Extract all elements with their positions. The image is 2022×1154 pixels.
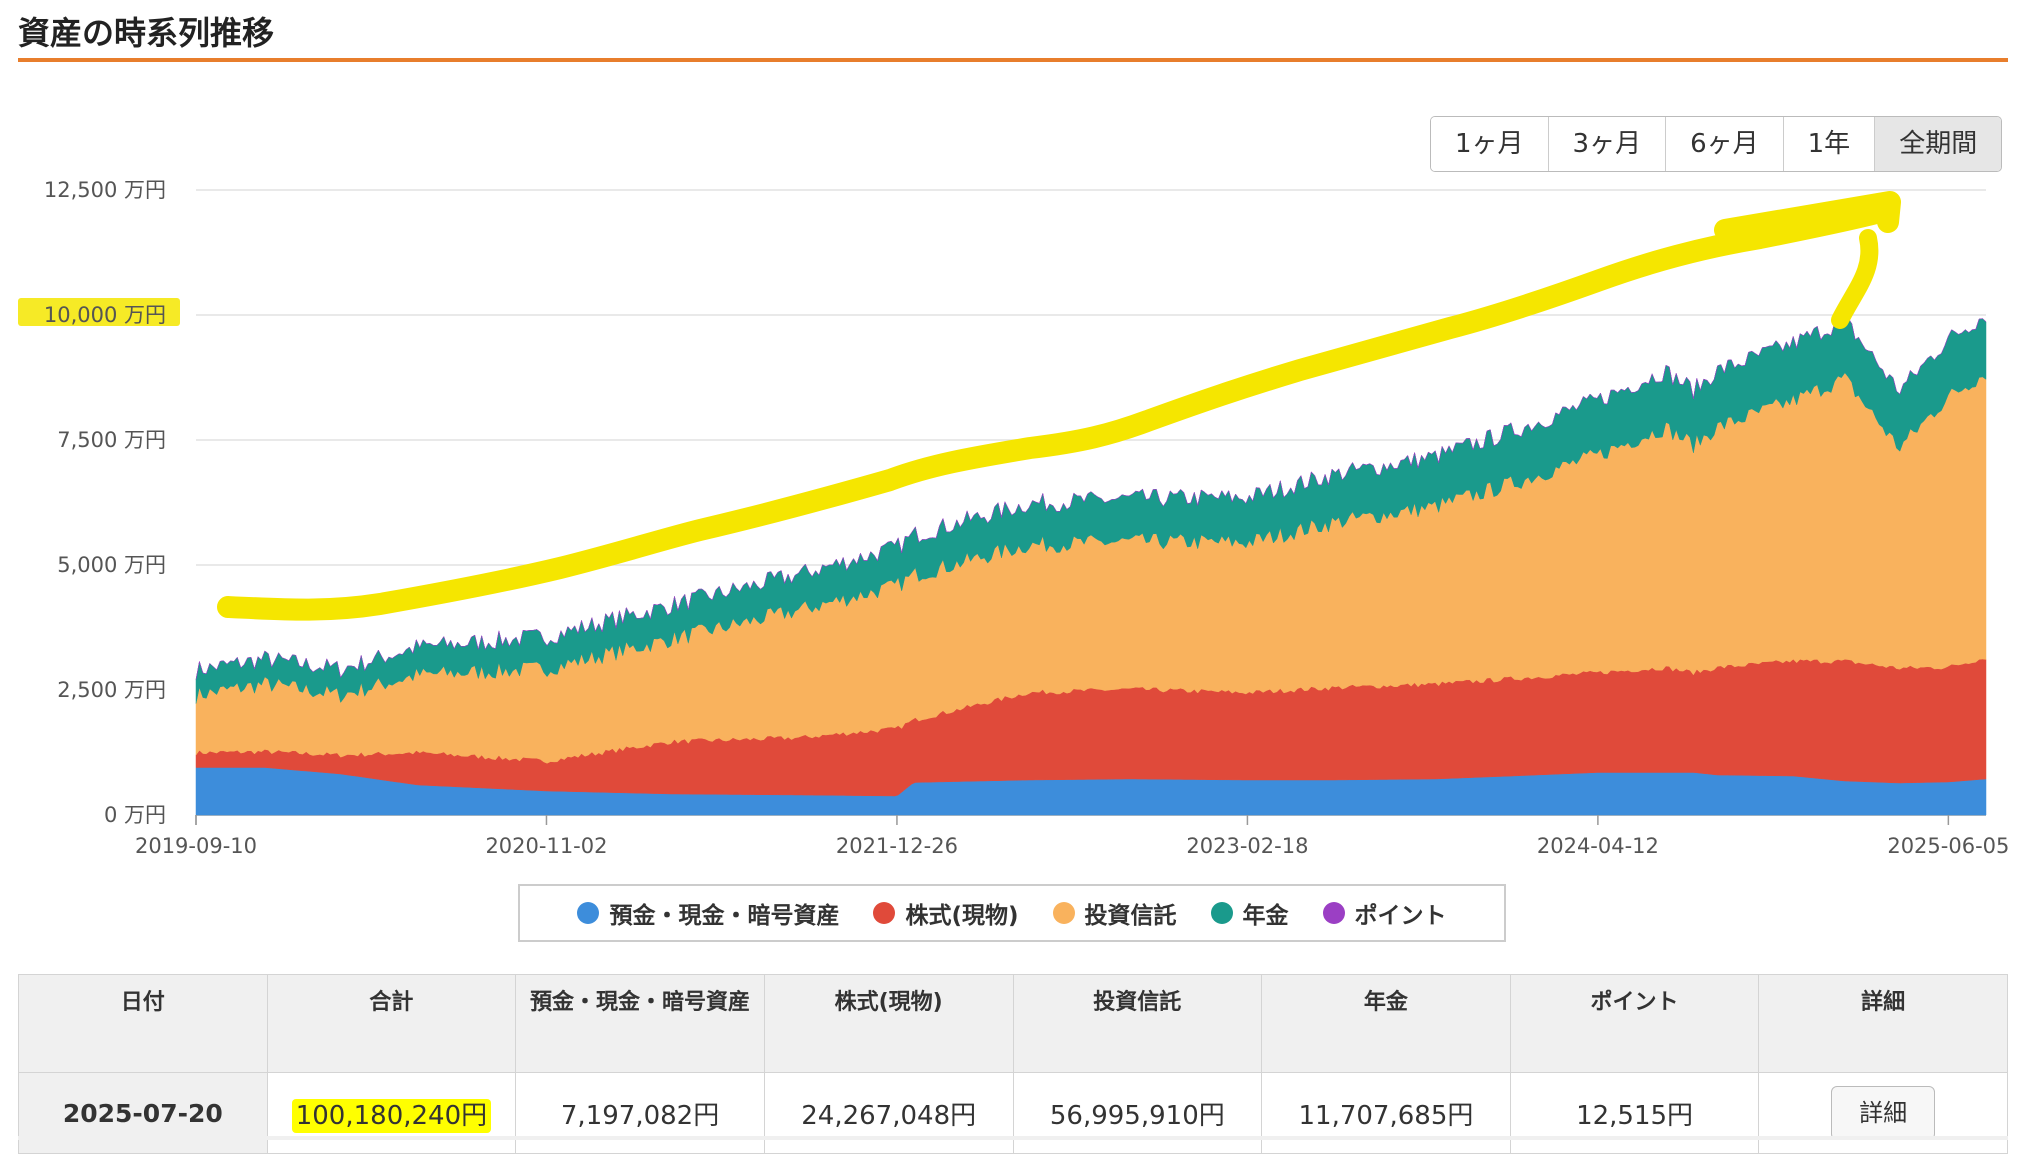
x-tick-label: 2023-02-18 xyxy=(1186,834,1308,858)
header-points: ポイント xyxy=(1509,974,1760,1073)
cell-total: 100,180,240円 xyxy=(266,1072,517,1154)
x-tick-label: 2021-12-26 xyxy=(836,834,958,858)
trend-arrow-line xyxy=(217,201,1891,621)
table-header-row: 日付 合計 預金・現金・暗号資産 株式(現物) 投資信託 年金 ポイント 詳細 xyxy=(18,974,2008,1073)
range-1month-button[interactable]: 1ヶ月 xyxy=(1431,117,1549,171)
legend-item-cash[interactable]: 預金・現金・暗号資産 xyxy=(577,896,839,930)
header-cash: 預金・現金・暗号資産 xyxy=(515,974,765,1073)
y-tick-label: 5,000 万円 xyxy=(57,553,166,577)
legend-label: 投資信託 xyxy=(1084,903,1177,929)
asset-summary-table: 日付 合計 預金・現金・暗号資産 株式(現物) 投資信託 年金 ポイント 詳細 … xyxy=(18,974,2008,1154)
y-tick-label: 7,500 万円 xyxy=(57,428,166,452)
trend-arrow-head xyxy=(1714,191,1901,241)
range-1year-button[interactable]: 1年 xyxy=(1783,117,1876,171)
chart-legend: 預金・現金・暗号資産 株式(現物) 投資信託 年金 ポイント xyxy=(518,884,1506,942)
legend-label: 年金 xyxy=(1242,903,1289,929)
chart-axes: 0 万円 2,500 万円 5,000 万円 7,500 万円 10,000 万円 12,… xyxy=(44,178,2010,858)
x-tick-label: 2019-09-10 xyxy=(135,834,257,858)
cell-date: 2025-07-20 xyxy=(18,1072,268,1154)
chart-annotations: 10,000 万円 xyxy=(18,191,1901,621)
legend-item-points[interactable]: ポイント xyxy=(1322,896,1447,930)
range-6month-button[interactable]: 6ヶ月 xyxy=(1666,117,1784,171)
legend-dot xyxy=(577,902,600,924)
cell-cash: 7,197,082円 xyxy=(515,1072,765,1154)
cell-detail: 詳細 xyxy=(1758,1072,2008,1154)
y-tick-label: 2,500 万円 xyxy=(57,678,166,702)
y-tick-label-highlighted: 10,000 万円 xyxy=(44,303,166,327)
legend-item-stocks[interactable]: 株式(現物) xyxy=(873,896,1019,930)
legend-dot xyxy=(873,902,896,924)
header-total: 合計 xyxy=(266,974,517,1073)
trend-arrow-hook xyxy=(1831,229,1879,329)
y-label-highlight xyxy=(18,298,180,326)
header-pension: 年金 xyxy=(1261,974,1511,1073)
header-date: 日付 xyxy=(18,974,268,1073)
area-series-4 xyxy=(195,313,1987,680)
cell-pension: 11,707,685円 xyxy=(1261,1072,1511,1154)
x-tick-label: 2020-11-02 xyxy=(485,834,607,858)
legend-item-funds[interactable]: 投資信託 xyxy=(1052,896,1177,930)
legend-dot xyxy=(1052,902,1075,924)
range-3month-button[interactable]: 3ヶ月 xyxy=(1548,117,1667,171)
header-funds: 投資信託 xyxy=(1012,974,1263,1073)
next-row-edge xyxy=(18,1136,2008,1140)
legend-label: 預金・現金・暗号資産 xyxy=(609,903,840,929)
title-divider xyxy=(18,58,2008,62)
legend-label: ポイント xyxy=(1354,903,1447,929)
legend-dot xyxy=(1210,902,1233,924)
header-stocks: 株式(現物) xyxy=(763,974,1014,1073)
detail-button[interactable]: 詳細 xyxy=(1831,1086,1936,1140)
cell-points: 12,515円 xyxy=(1509,1072,1760,1154)
y-tick-label: 12,500 万円 xyxy=(44,178,166,202)
range-all-button[interactable]: 全期間 xyxy=(1875,117,2002,171)
y-tick-label: 0 万円 xyxy=(104,803,166,827)
asset-area-chart: 0 万円 2,500 万円 5,000 万円 7,500 万円 10,000 万円 12,… xyxy=(18,178,2010,858)
cell-stocks: 24,267,048円 xyxy=(763,1072,1014,1154)
chart-areas xyxy=(195,313,1987,816)
x-tick-label: 2024-04-12 xyxy=(1537,834,1659,858)
range-selector: 1ヶ月 3ヶ月 6ヶ月 1年 全期間 xyxy=(1430,116,2003,172)
cell-funds: 56,995,910円 xyxy=(1012,1072,1263,1154)
legend-item-pension[interactable]: 年金 xyxy=(1210,896,1289,930)
legend-dot xyxy=(1322,902,1345,924)
x-tick-label: 2025-06-05 xyxy=(1887,834,2009,858)
total-highlight: 100,180,240円 xyxy=(291,1098,492,1133)
legend-label: 株式(現物) xyxy=(905,903,1019,929)
table-row: 2025-07-20 100,180,240円 7,197,082円 24,26… xyxy=(18,1072,2008,1154)
header-detail: 詳細 xyxy=(1758,974,2008,1073)
page-title: 資産の時系列推移 xyxy=(18,14,275,52)
